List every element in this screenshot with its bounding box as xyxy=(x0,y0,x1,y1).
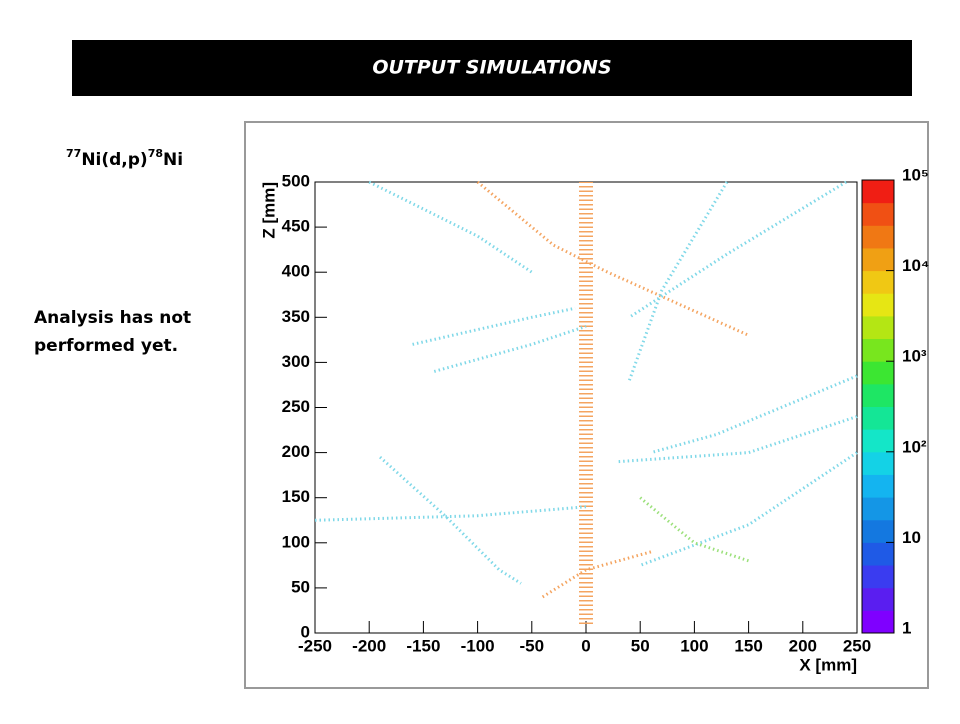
colorbar-tick-label: 10 xyxy=(902,528,921,547)
colorbar-band xyxy=(862,361,894,385)
track xyxy=(379,455,522,585)
colorbar-band xyxy=(862,474,894,498)
colorbar-band xyxy=(862,202,894,226)
note: Analysis has not xyxy=(34,308,191,328)
x-tick-label: 250 xyxy=(843,636,871,655)
colorbar-band xyxy=(862,429,894,453)
slide-title: OUTPUT SIMULATIONS xyxy=(372,57,611,79)
colorbar-band xyxy=(862,338,894,362)
colorbar-tick-label: 10⁵ xyxy=(902,165,929,184)
track xyxy=(314,505,587,522)
x-tick-label: 0 xyxy=(581,636,590,655)
x-tick-label: 50 xyxy=(631,636,650,655)
colorbar-band xyxy=(862,383,894,407)
x-tick-label: 150 xyxy=(734,636,762,655)
x-tick-label: 100 xyxy=(680,636,708,655)
sup: 77 xyxy=(66,147,81,160)
y-tick-label: 400 xyxy=(282,262,310,281)
y-tick-label: 250 xyxy=(282,397,310,416)
x-tick-label: 200 xyxy=(789,636,817,655)
colorbar-band xyxy=(862,270,894,294)
y-tick-label: 50 xyxy=(291,577,310,596)
x-axis-label: X [mm] xyxy=(799,655,857,674)
colorbar-band xyxy=(862,565,894,589)
x-tick-label: -150 xyxy=(406,636,440,655)
x-tick-label: -50 xyxy=(520,636,545,655)
colorbar-tick-label: 10⁴ xyxy=(902,256,929,275)
txt: Ni xyxy=(163,150,183,170)
colorbar-band xyxy=(862,293,894,317)
colorbar-band xyxy=(862,587,894,611)
colorbar-band xyxy=(862,315,894,340)
y-axis-label: Z [mm] xyxy=(259,182,278,239)
y-tick-label: 500 xyxy=(282,171,310,190)
track xyxy=(639,451,858,567)
txt: Ni(d,p) xyxy=(81,150,147,170)
y-tick-label: 0 xyxy=(301,622,310,641)
x-tick-label: -100 xyxy=(461,636,495,655)
y-tick-label: 100 xyxy=(282,532,310,551)
reaction: 77Ni(d,p)78Ni xyxy=(66,147,183,170)
sup: 78 xyxy=(148,147,163,160)
colorbar-band xyxy=(862,610,894,634)
colorbar-band xyxy=(862,519,894,543)
y-tick-label: 200 xyxy=(282,442,310,461)
x-tick-label: -250 xyxy=(298,636,332,655)
track xyxy=(650,374,858,455)
track xyxy=(628,180,847,319)
colorbar-band xyxy=(862,180,894,204)
title-bar xyxy=(72,40,912,96)
y-tick-label: 450 xyxy=(282,217,310,236)
track xyxy=(412,306,576,346)
track xyxy=(639,496,750,563)
note: performed yet. xyxy=(34,336,178,356)
colorbar-band xyxy=(862,451,894,475)
colorbar-band xyxy=(862,406,894,430)
colorbar-tick-label: 10² xyxy=(902,437,927,456)
y-tick-label: 350 xyxy=(282,307,310,326)
colorbar-band xyxy=(862,497,894,521)
colorbar-band xyxy=(862,247,894,272)
colorbar-band xyxy=(862,225,894,249)
colorbar-frame xyxy=(861,179,895,634)
y-tick-label: 150 xyxy=(282,487,310,506)
colorbar-tick-label: 10³ xyxy=(902,347,927,366)
colorbar-band xyxy=(862,542,894,566)
x-tick-label: -200 xyxy=(352,636,386,655)
y-tick-label: 300 xyxy=(282,352,310,371)
colorbar-tick-label: 1 xyxy=(902,618,911,637)
track xyxy=(627,181,729,381)
